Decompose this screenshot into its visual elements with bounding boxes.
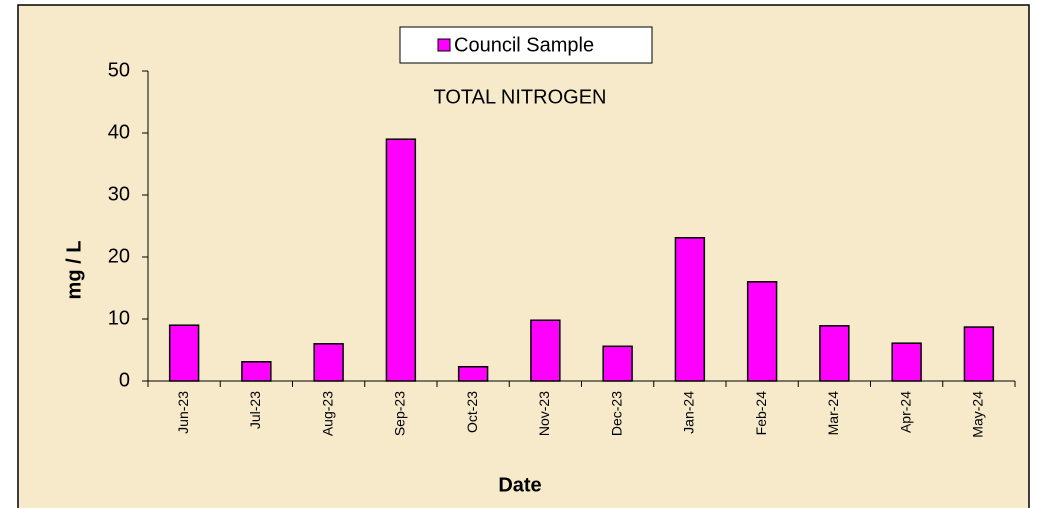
legend-label: Council Sample [454,34,594,56]
x-tick-label: Jan-24 [681,391,697,434]
x-tick-label: Oct-23 [464,391,480,433]
bar [530,319,561,382]
y-tick-label: 0 [119,369,130,391]
x-tick-label: Jul-23 [247,391,263,429]
x-tick-label: Mar-24 [825,391,841,436]
x-tick-label: Feb-24 [753,391,769,436]
bar [241,361,272,382]
x-tick-label: Apr-24 [897,391,913,433]
x-tick-label: May-24 [970,391,986,438]
x-tick-label: Sep-23 [392,391,408,436]
legend-swatch [437,38,451,52]
y-tick-label: 30 [108,183,130,205]
bar [891,342,922,382]
y-axis-label: mg / L [63,241,85,300]
chart-frame [17,4,1030,508]
y-tick-label: 10 [108,307,130,329]
chart-title: TOTAL NITROGEN [434,86,607,108]
x-tick-label: Dec-23 [608,391,624,436]
x-axis-label: Date [498,474,541,496]
bar [674,237,706,382]
bar [313,343,344,382]
x-tick-label: Nov-23 [536,391,552,436]
y-tick-label: 40 [108,121,130,143]
bar [602,345,633,382]
x-tick-label: Jun-23 [175,391,191,434]
y-tick-label: 20 [108,245,130,267]
bar [385,138,417,382]
bar [746,281,778,382]
bar [457,365,489,382]
x-tick-label: Aug-23 [319,391,335,436]
bar [168,324,200,382]
bar [963,326,995,382]
y-tick-label: 50 [108,59,130,81]
bar [819,325,850,382]
